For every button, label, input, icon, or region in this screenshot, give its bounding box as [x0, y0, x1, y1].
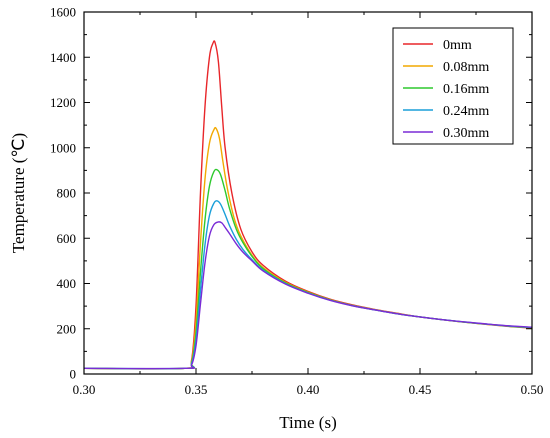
- legend-label-3: 0.24mm: [443, 104, 489, 119]
- x-tick-label: 0.45: [409, 382, 432, 397]
- x-tick-label: 0.40: [297, 382, 320, 397]
- y-tick-label: 1200: [50, 95, 76, 110]
- x-axis-label: Time (s): [279, 413, 336, 432]
- y-tick-label: 0: [70, 367, 77, 382]
- y-tick-label: 1600: [50, 5, 76, 20]
- legend-label-2: 0.16mm: [443, 82, 489, 97]
- y-tick-label: 800: [57, 186, 77, 201]
- tick-labels-layer: 0.30 0.35 0.40 0.45 0.50 0 200 400 600 800 1000 120…: [50, 5, 543, 398]
- y-tick-label: 1000: [50, 140, 76, 155]
- y-tick-label: 400: [57, 276, 77, 291]
- legend-box: [392, 27, 514, 145]
- series-line-4: [84, 221, 532, 370]
- y-tick-label: 200: [57, 321, 77, 336]
- y-axis-label: Temperature (℃): [9, 133, 28, 253]
- legend-label-4: 0.30mm: [443, 126, 489, 141]
- x-tick-label: 0.35: [185, 382, 208, 397]
- legend-label-0: 0mm: [443, 38, 472, 53]
- series-layer: [84, 40, 532, 370]
- x-tick-label: 0.50: [521, 382, 544, 397]
- legend: 0mm 0.08mm 0.16mm 0.24mm 0.30mm: [392, 27, 514, 145]
- x-tick-label: 0.30: [73, 382, 96, 397]
- y-tick-label: 600: [57, 231, 77, 246]
- ticks-layer: [83, 11, 533, 375]
- y-tick-label: 1400: [50, 50, 76, 65]
- legend-label-1: 0.08mm: [443, 60, 489, 75]
